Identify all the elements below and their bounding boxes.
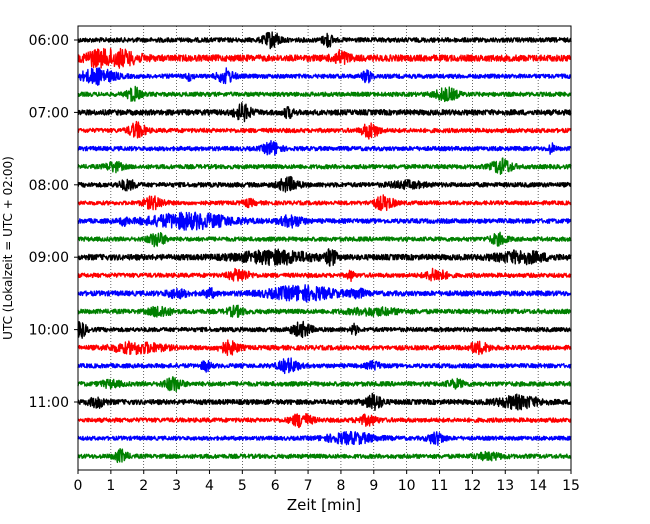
seismogram-trace-0800 bbox=[77, 175, 572, 193]
seismogram-trace-0600 bbox=[77, 31, 572, 50]
seismogram-trace-1045 bbox=[77, 376, 572, 393]
x-axis: 0 1 2 3 4 5 6 7 8 9 10 11 12 13 14 15 bbox=[74, 470, 580, 494]
x-tick-label: 13 bbox=[496, 478, 514, 494]
x-tick-label: 2 bbox=[139, 478, 148, 494]
seismogram-trace-1000 bbox=[77, 320, 572, 339]
y-axis-label: UTC (Lokalzeit = UTC + 02:00) bbox=[1, 156, 15, 340]
seismogram-trace-1115 bbox=[77, 412, 572, 429]
x-tick-label: 1 bbox=[106, 478, 115, 494]
x-tick-label: 11 bbox=[431, 478, 449, 494]
y-tick-label: 10:00 bbox=[29, 323, 69, 339]
x-tick-label: 3 bbox=[172, 478, 181, 494]
seismogram-trace-0730 bbox=[77, 140, 572, 156]
trace-layer bbox=[77, 31, 572, 464]
seismogram-trace-1130 bbox=[77, 430, 572, 446]
x-tick-label: 12 bbox=[463, 478, 481, 494]
x-tick-label: 7 bbox=[304, 478, 313, 494]
seismogram-trace-0900 bbox=[77, 248, 572, 267]
seismogram-trace-0615 bbox=[77, 47, 572, 69]
x-tick-label: 8 bbox=[336, 478, 345, 494]
x-tick-label: 15 bbox=[562, 478, 580, 494]
x-tick-label: 0 bbox=[74, 478, 83, 494]
seismogram-trace-0830 bbox=[77, 211, 572, 231]
seismogram-trace-1015 bbox=[77, 339, 572, 356]
x-axis-label: Zeit [min] bbox=[287, 496, 361, 514]
seismogram-trace-0630 bbox=[77, 67, 572, 86]
y-tick-label: 06:00 bbox=[29, 33, 69, 49]
seismogram-trace-0645 bbox=[77, 85, 572, 103]
seismogram-trace-0815 bbox=[77, 194, 572, 212]
x-tick-label: 5 bbox=[238, 478, 247, 494]
x-tick-label: 10 bbox=[398, 478, 416, 494]
y-tick-label: 07:00 bbox=[29, 105, 69, 121]
seismogram-trace-0915 bbox=[77, 267, 572, 283]
grid-layer bbox=[110, 26, 539, 470]
seismogram-trace-1100 bbox=[77, 392, 572, 412]
seismogram-trace-0930 bbox=[77, 284, 572, 303]
seismogram-trace-0700 bbox=[77, 102, 572, 123]
x-tick-label: 6 bbox=[271, 478, 280, 494]
plot-frame bbox=[77, 25, 572, 471]
y-axis: 06:00 07:00 08:00 09:00 10:00 11:00 bbox=[29, 33, 78, 411]
x-tick-label: 14 bbox=[529, 478, 547, 494]
seismogram-trace-1145 bbox=[77, 448, 572, 464]
y-tick-label: 08:00 bbox=[29, 178, 69, 194]
seismogram-trace-1030 bbox=[77, 357, 572, 375]
seismogram-trace-0715 bbox=[77, 120, 572, 140]
x-tick-label: 9 bbox=[369, 478, 378, 494]
seismogram-trace-0745 bbox=[77, 157, 572, 175]
seismogram-trace-0845 bbox=[77, 231, 572, 248]
y-tick-label: 11:00 bbox=[29, 395, 69, 411]
seismogram-trace-0945 bbox=[77, 304, 572, 318]
x-tick-label: 4 bbox=[205, 478, 214, 494]
y-tick-label: 09:00 bbox=[29, 250, 69, 266]
